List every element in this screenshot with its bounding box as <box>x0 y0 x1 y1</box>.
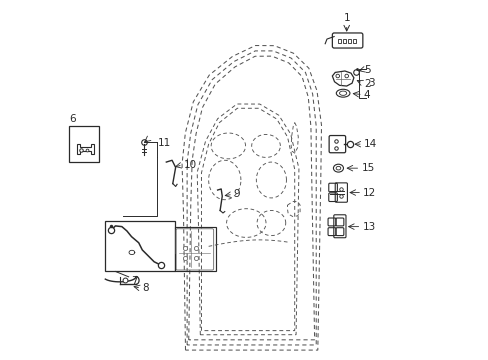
Bar <box>352 39 356 43</box>
Bar <box>337 39 341 43</box>
Text: 10: 10 <box>183 160 196 170</box>
Text: 4: 4 <box>363 90 370 100</box>
Text: 11: 11 <box>158 138 171 148</box>
Text: 1: 1 <box>343 13 349 23</box>
Bar <box>104 221 174 271</box>
Text: 2: 2 <box>363 79 370 89</box>
Bar <box>174 226 215 271</box>
Text: 5: 5 <box>364 64 370 75</box>
Text: 15: 15 <box>361 163 374 173</box>
Text: 9: 9 <box>233 189 240 199</box>
Text: 8: 8 <box>142 283 149 293</box>
Text: 7: 7 <box>131 276 137 286</box>
Bar <box>347 39 351 43</box>
Bar <box>69 126 99 162</box>
Text: 12: 12 <box>363 188 376 198</box>
Text: 14: 14 <box>363 139 376 149</box>
Bar <box>342 39 346 43</box>
Text: 6: 6 <box>69 114 76 125</box>
Text: 13: 13 <box>362 222 375 231</box>
Text: 3: 3 <box>367 78 374 88</box>
